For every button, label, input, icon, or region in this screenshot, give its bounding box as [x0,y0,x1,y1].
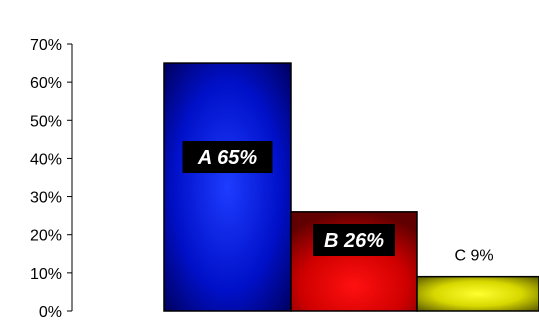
data-label-c: C 9% [454,248,493,265]
data-label-a-text: A 65% [197,147,258,169]
data-labels: A 65% B 26% C 9% [182,141,494,265]
y-axis: 0% 10% 20% 30% 40% 50% 60% 70% [30,37,73,321]
data-label-b: B 26% [313,224,395,256]
y-tick-label: 20% [30,228,62,245]
y-tick-label: 30% [30,190,62,207]
y-tick-label: 10% [30,266,62,283]
data-label-a: A 65% [182,141,273,173]
y-tick-label: 0% [39,304,62,321]
bars [163,62,539,312]
y-tick-label: 70% [30,37,62,54]
y-tick-label: 60% [30,75,62,92]
data-label-b-text: B 26% [324,230,384,252]
y-tick-label: 50% [30,113,62,130]
bar-c [416,275,539,312]
y-tick-label: 40% [30,151,62,168]
bar-a [163,62,292,312]
